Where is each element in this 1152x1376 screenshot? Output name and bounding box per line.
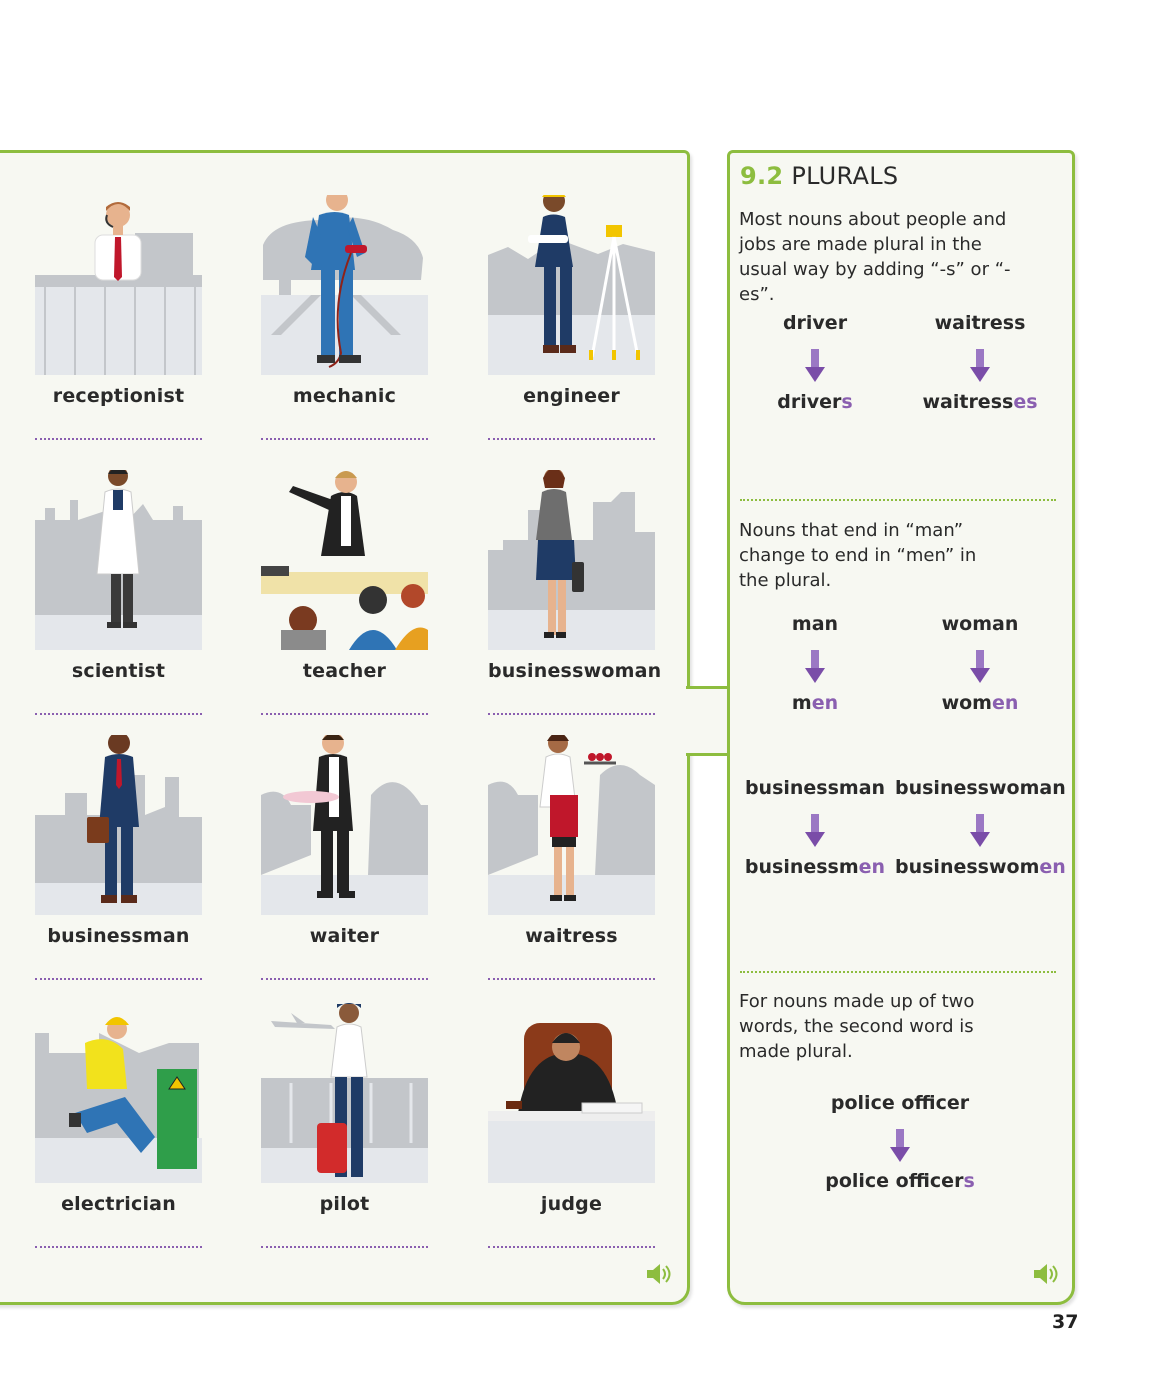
job-label: mechanic <box>292 385 397 407</box>
down-arrow-icon <box>805 650 825 683</box>
answer-line[interactable] <box>261 438 428 440</box>
plural-word: businessmen <box>744 856 886 878</box>
waiter-illustration <box>261 732 428 915</box>
job-card-businessman: businessman <box>35 732 202 980</box>
answer-line[interactable] <box>488 438 655 440</box>
job-card-waiter: waiter <box>261 732 428 980</box>
down-arrow-icon <box>970 814 990 847</box>
down-arrow-icon <box>970 349 990 382</box>
answer-line[interactable] <box>488 713 655 715</box>
answer-line[interactable] <box>35 978 202 980</box>
singular-word: woman <box>941 613 1019 635</box>
job-label: receptionist <box>52 385 185 407</box>
section-title: PLURALS <box>791 162 899 190</box>
answer-line[interactable] <box>488 978 655 980</box>
plurals-panel <box>727 150 1075 1305</box>
answer-line[interactable] <box>35 438 202 440</box>
teacher-illustration <box>261 470 428 650</box>
plural-word: businesswomen <box>895 856 1066 878</box>
singular-word: waitress <box>934 312 1026 334</box>
job-card-receptionist: receptionist <box>35 195 202 440</box>
pilot-illustration <box>261 1003 428 1183</box>
singular-word: businesswoman <box>895 777 1066 799</box>
answer-line[interactable] <box>261 1246 428 1248</box>
answer-line[interactable] <box>261 978 428 980</box>
answer-line[interactable] <box>488 1246 655 1248</box>
speaker-icon[interactable] <box>645 1262 673 1286</box>
singular-word: man <box>791 613 839 635</box>
engineer-illustration <box>488 189 655 375</box>
answer-line[interactable] <box>35 1246 202 1248</box>
down-arrow-icon <box>805 814 825 847</box>
job-label: scientist <box>71 660 166 682</box>
job-label: businessman <box>47 925 190 947</box>
speaker-icon[interactable] <box>1032 1262 1060 1286</box>
job-card-scientist: scientist <box>35 466 202 715</box>
job-card-mechanic: mechanic <box>261 189 428 440</box>
job-label: pilot <box>319 1193 370 1215</box>
receptionist-illustration <box>35 195 202 375</box>
job-card-electrician: electrician <box>35 1003 202 1248</box>
plural-word: drivers <box>777 391 853 413</box>
panel-connector <box>686 686 730 756</box>
businesswoman-illustration <box>488 468 655 650</box>
job-label: judge <box>540 1193 603 1215</box>
answer-line[interactable] <box>261 713 428 715</box>
waitress-illustration <box>488 732 655 915</box>
job-card-waitress: waitress <box>488 732 655 980</box>
job-label: businesswoman <box>488 660 662 682</box>
job-card-teacher: teacher <box>261 470 428 715</box>
man-rule-text: Nouns that end in “man” change to end in… <box>739 520 977 591</box>
section-number: 9.2 <box>740 162 784 190</box>
plural-word: women <box>941 692 1019 714</box>
down-arrow-icon <box>805 349 825 382</box>
job-label: teacher <box>302 660 387 682</box>
electrician-illustration <box>35 1003 202 1183</box>
job-card-engineer: engineer <box>488 189 655 440</box>
answer-line[interactable] <box>35 713 202 715</box>
page-number: 37 <box>1052 1311 1079 1333</box>
mechanic-illustration <box>261 189 428 375</box>
job-label: electrician <box>61 1193 176 1215</box>
job-label: waitress <box>525 925 618 947</box>
divider <box>740 499 1056 501</box>
businessman-illustration <box>35 732 202 915</box>
plural-word: waitresses <box>922 391 1038 413</box>
plural-word: police officers <box>825 1170 975 1192</box>
singular-word: police officer <box>830 1092 970 1114</box>
job-label: waiter <box>309 925 380 947</box>
intro-text: Most nouns about people and jobs are mad… <box>739 209 1011 305</box>
scientist-illustration <box>35 466 202 650</box>
down-arrow-icon <box>890 1129 910 1162</box>
judge-illustration <box>488 1003 655 1183</box>
job-card-judge: judge <box>488 1003 655 1248</box>
singular-word: businessman <box>744 777 886 799</box>
section-heading: 9.2 PLURALS <box>740 162 898 190</box>
job-card-pilot: pilot <box>261 1003 428 1248</box>
down-arrow-icon <box>970 650 990 683</box>
plural-word: men <box>791 692 839 714</box>
singular-word: driver <box>782 312 848 334</box>
job-label: engineer <box>523 385 620 407</box>
job-card-businesswoman: businesswoman <box>488 468 661 715</box>
compound-rule-text: For nouns made up of two words, the seco… <box>739 991 975 1062</box>
divider <box>740 971 1056 973</box>
